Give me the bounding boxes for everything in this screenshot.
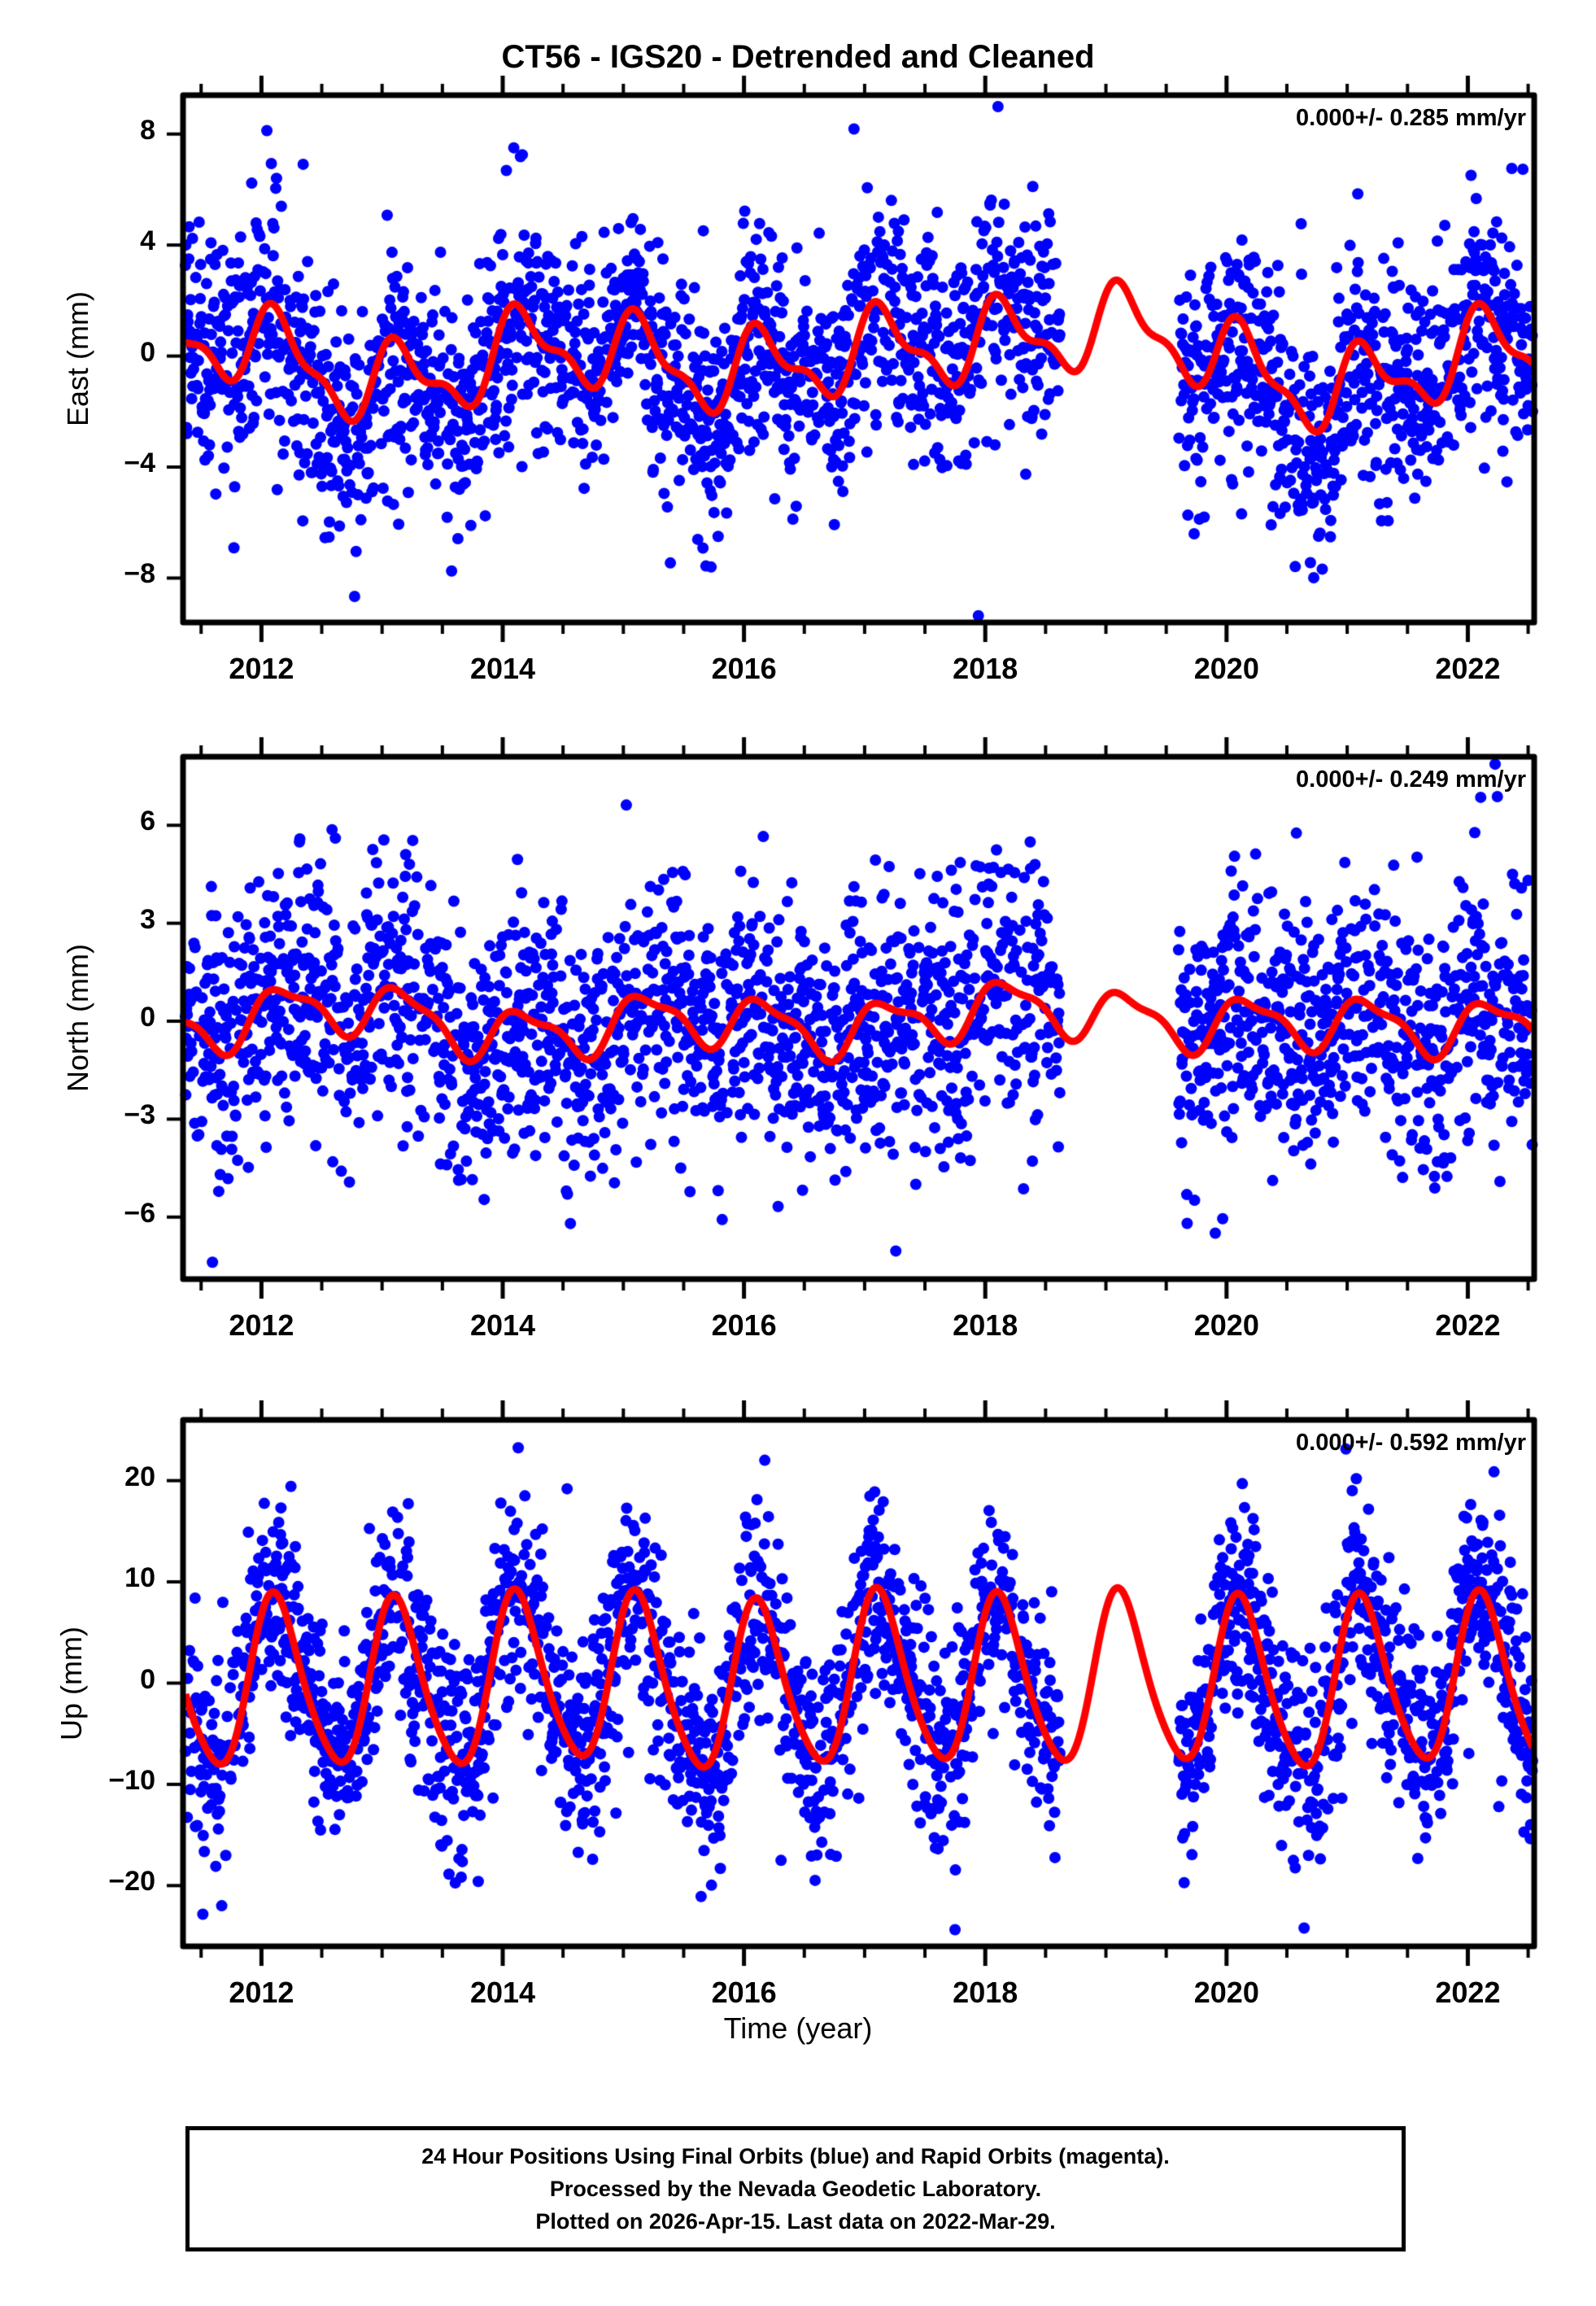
y-tick-label: 0 [140,1002,155,1033]
x-tick-label: 2022 [1435,1308,1501,1342]
y-tick-label: −3 [124,1099,155,1131]
rate-annotation-up: 0.000+/- 0.592 mm/yr [1296,1430,1526,1456]
y-tick-label: −4 [124,448,155,478]
y-tick-label: 0 [140,1663,155,1695]
rate-annotation-north: 0.000+/- 0.249 mm/yr [1296,766,1526,793]
y-tick-label: −20 [108,1866,155,1898]
y-tick-label: −10 [108,1764,155,1796]
caption-box: 24 Hour Positions Using Final Orbits (bl… [185,2126,1406,2251]
x-axis-label: Time (year) [723,2011,873,2045]
x-tick-label: 2014 [469,1308,536,1342]
caption-line-2: Processed by the Nevada Geodetic Laborat… [549,2177,1042,2201]
x-tick-label: 2022 [1435,1976,1501,2009]
rate-annotation-east: 0.000+/- 0.285 mm/yr [1296,105,1526,131]
caption-line-3: Plotted on 2026-Apr-15. Last data on 202… [535,2209,1056,2234]
y-tick-label: 4 [140,225,155,257]
y-tick-label: 20 [124,1461,155,1492]
caption-line-1: 24 Hour Positions Using Final Orbits (bl… [421,2144,1170,2168]
x-tick-label: 2012 [229,1308,294,1342]
x-tick-label: 2022 [1435,652,1501,685]
x-tick-label: 2020 [1193,1976,1259,2009]
x-tick-label: 2012 [229,1976,294,2009]
y-tick-label: 8 [140,114,155,146]
y-tick-label: −8 [124,558,155,590]
page-title: CT56 - IGS20 - Detrended and Cleaned [501,39,1095,75]
x-tick-label: 2014 [469,652,536,685]
y-tick-label: −6 [124,1197,155,1229]
x-tick-label: 2016 [711,1976,777,2009]
x-tick-label: 2012 [229,652,294,685]
x-tick-label: 2018 [953,652,1018,685]
x-tick-label: 2020 [1193,652,1259,685]
x-tick-label: 2016 [711,652,777,685]
x-tick-label: 2014 [469,1976,536,2009]
x-tick-label: 2018 [953,1308,1018,1342]
x-tick-label: 2020 [1193,1308,1259,1342]
y-axis-label-north: North (mm) [61,944,94,1092]
y-tick-label: 10 [124,1562,155,1594]
y-axis-label-east: East (mm) [61,291,94,426]
x-tick-label: 2018 [953,1976,1018,2009]
y-tick-label: 0 [140,336,155,368]
y-tick-label: 6 [140,806,155,837]
y-tick-label: 3 [140,903,155,935]
x-tick-label: 2016 [711,1308,777,1342]
y-axis-label-up: Up (mm) [55,1626,88,1740]
